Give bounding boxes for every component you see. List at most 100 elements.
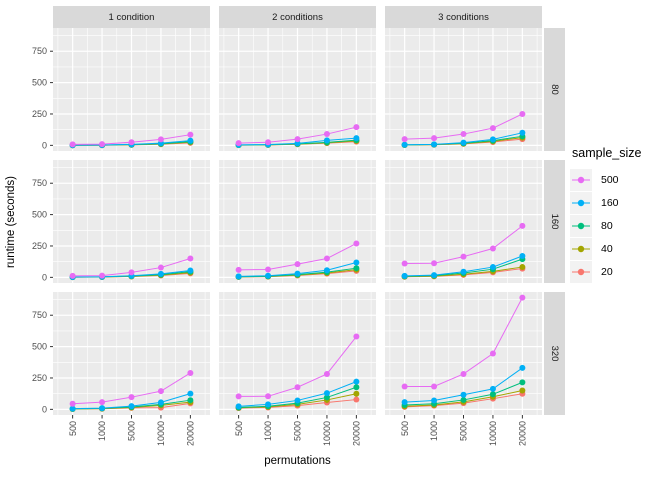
data-point-160 [401,141,408,148]
data-point-160 [519,253,526,260]
data-point-500 [353,333,360,340]
data-point-160 [157,270,164,277]
data-point-40 [519,387,526,394]
x-tick-label: 20000 [518,421,528,446]
data-point-80 [323,394,330,401]
data-point-160 [431,272,438,279]
data-point-160 [401,399,408,406]
data-point-160 [235,273,242,280]
row-strip-label: 160 [549,214,560,230]
data-point-160 [460,391,467,398]
x-tick-label: 500 [68,421,78,436]
data-point-500 [235,393,242,400]
legend-item-label: 40 [601,242,613,255]
data-point-500 [323,255,330,262]
data-point-160 [489,136,496,143]
legend-key-icon [570,168,592,191]
data-point-160 [294,397,301,404]
x-tick-label-group: 500 [234,421,244,436]
data-point-500 [401,260,408,267]
data-point-500 [99,272,106,279]
legend-item-label: 500 [601,173,619,186]
data-point-160 [157,399,164,406]
legend-key-glyph [572,245,590,252]
legend-item-label: 80 [601,219,613,232]
data-point-160 [235,403,242,410]
data-point-160 [323,390,330,397]
y-tick-label: 500 [32,342,47,352]
data-point-500 [294,136,301,143]
data-point-20 [353,396,360,403]
data-point-80 [353,265,360,272]
data-point-500 [265,266,272,273]
y-tick-label: 250 [32,241,47,251]
y-tick-label: 250 [32,373,47,383]
legend-key-glyph [572,268,590,275]
y-tick-label: 0 [42,404,47,414]
data-point-500 [128,139,135,146]
data-point-160 [353,135,360,142]
data-point-160 [460,139,467,146]
data-point-160 [489,264,496,271]
data-point-500 [187,369,194,376]
legend-title: sample_size [572,146,642,160]
data-point-500 [323,370,330,377]
y-tick-label: 500 [32,210,47,220]
y-tick-label: 750 [32,46,47,56]
legend-key-glyph [572,176,590,183]
data-point-500 [460,370,467,377]
x-tick-label-group: 20000 [352,421,362,446]
data-point-160 [99,405,106,412]
data-point-160 [431,397,438,404]
legend-key-icon [570,237,592,260]
data-point-160 [519,129,526,136]
x-tick-label-group: 1000 [263,421,273,441]
data-point-500 [128,394,135,401]
data-point-500 [489,245,496,252]
data-point-500 [99,399,106,406]
legend-point [577,268,585,275]
x-tick-label-group: 1000 [97,421,107,441]
data-point-500 [353,240,360,247]
data-point-160 [69,405,76,412]
data-point-160 [265,272,272,279]
data-point-500 [460,253,467,260]
legend-item-80: 80 [570,214,670,237]
x-tick-label-group: 500 [68,421,78,436]
data-point-80 [519,379,526,386]
x-tick-label: 500 [400,421,410,436]
data-point-500 [294,261,301,268]
row-strip-label-group: 80 [549,84,560,95]
data-point-500 [431,135,438,142]
x-tick-label-group: 10000 [322,421,332,446]
data-point-160 [323,137,330,144]
data-point-80 [489,391,496,398]
data-point-80 [353,384,360,391]
legend-item-500: 500 [570,168,670,191]
x-tick-label-group: 500 [400,421,410,436]
legend-key-icon [570,191,592,214]
x-axis-title: permutations [264,455,331,467]
row-strip-label: 320 [549,346,560,362]
row-strip-label-group: 160 [549,214,560,230]
data-point-500 [265,393,272,400]
legend-key-glyph [572,199,590,206]
row-strip-label: 80 [549,84,560,95]
legend-items: 500 160 80 40 20 [570,168,670,283]
data-point-500 [157,264,164,271]
data-point-160 [323,267,330,274]
x-tick-label: 1000 [97,421,107,441]
data-point-160 [187,267,194,274]
data-point-500 [235,266,242,273]
data-point-160 [489,385,496,392]
x-tick-label-group: 5000 [127,421,137,441]
row-strip [544,28,565,151]
y-tick-label: 0 [42,272,47,282]
x-tick-label: 20000 [352,421,362,446]
legend-key-glyph [572,222,590,229]
col-strip [53,6,210,28]
data-point-80 [187,397,194,404]
data-point-160 [519,364,526,371]
data-point-500 [489,125,496,132]
data-point-500 [69,272,76,279]
